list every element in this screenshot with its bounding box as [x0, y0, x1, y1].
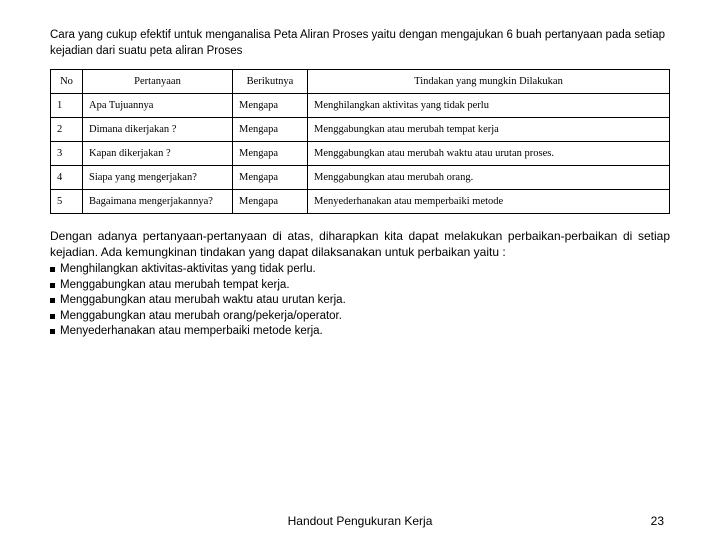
footer-title: Handout Pengukuran Kerja [288, 514, 433, 528]
table-row: 1 Apa Tujuannya Mengapa Menghilangkan ak… [51, 94, 670, 118]
cell-no: 1 [51, 94, 83, 118]
cell-next: Mengapa [233, 190, 308, 214]
cell-action: Menghilangkan aktivitas yang tidak perlu [308, 94, 670, 118]
table-row: 5 Bagaimana mengerjakannya? Mengapa Meny… [51, 190, 670, 214]
document-page: Cara yang cukup efektif untuk menganalis… [0, 0, 720, 340]
cell-question: Bagaimana mengerjakannya? [83, 190, 233, 214]
list-item: Menggabungkan atau merubah waktu atau ur… [50, 293, 670, 309]
page-number: 23 [651, 514, 664, 528]
cell-no: 4 [51, 166, 83, 190]
col-header-action: Tindakan yang mungkin Dilakukan [308, 70, 670, 94]
list-item: Menggabungkan atau merubah orang/pekerja… [50, 309, 670, 325]
questions-table: No Pertanyaan Berikutnya Tindakan yang m… [50, 69, 670, 214]
table-row: 2 Dimana dikerjakan ? Mengapa Menggabung… [51, 118, 670, 142]
bullet-list: Menghilangkan aktivitas-aktivitas yang t… [50, 262, 670, 340]
cell-next: Mengapa [233, 94, 308, 118]
list-item: Menghilangkan aktivitas-aktivitas yang t… [50, 262, 670, 278]
list-item: Menggabungkan atau merubah tempat kerja. [50, 278, 670, 294]
col-header-next: Berikutnya [233, 70, 308, 94]
cell-question: Dimana dikerjakan ? [83, 118, 233, 142]
table-row: 3 Kapan dikerjakan ? Mengapa Menggabungk… [51, 142, 670, 166]
cell-action: Menggabungkan atau merubah waktu atau ur… [308, 142, 670, 166]
intro-paragraph: Cara yang cukup efektif untuk menganalis… [50, 28, 670, 59]
cell-next: Mengapa [233, 118, 308, 142]
cell-action: Menggabungkan atau merubah tempat kerja [308, 118, 670, 142]
cell-action: Menggabungkan atau merubah orang. [308, 166, 670, 190]
cell-no: 2 [51, 118, 83, 142]
table-header-row: No Pertanyaan Berikutnya Tindakan yang m… [51, 70, 670, 94]
table-row: 4 Siapa yang mengerjakan? Mengapa Mengga… [51, 166, 670, 190]
col-header-question: Pertanyaan [83, 70, 233, 94]
after-paragraph: Dengan adanya pertanyaan-pertanyaan di a… [50, 228, 670, 260]
cell-question: Siapa yang mengerjakan? [83, 166, 233, 190]
cell-question: Kapan dikerjakan ? [83, 142, 233, 166]
cell-question: Apa Tujuannya [83, 94, 233, 118]
col-header-no: No [51, 70, 83, 94]
cell-next: Mengapa [233, 142, 308, 166]
cell-no: 3 [51, 142, 83, 166]
cell-action: Menyederhanakan atau memperbaiki metode [308, 190, 670, 214]
cell-next: Mengapa [233, 166, 308, 190]
list-item: Menyederhanakan atau memperbaiki metode … [50, 324, 670, 340]
cell-no: 5 [51, 190, 83, 214]
